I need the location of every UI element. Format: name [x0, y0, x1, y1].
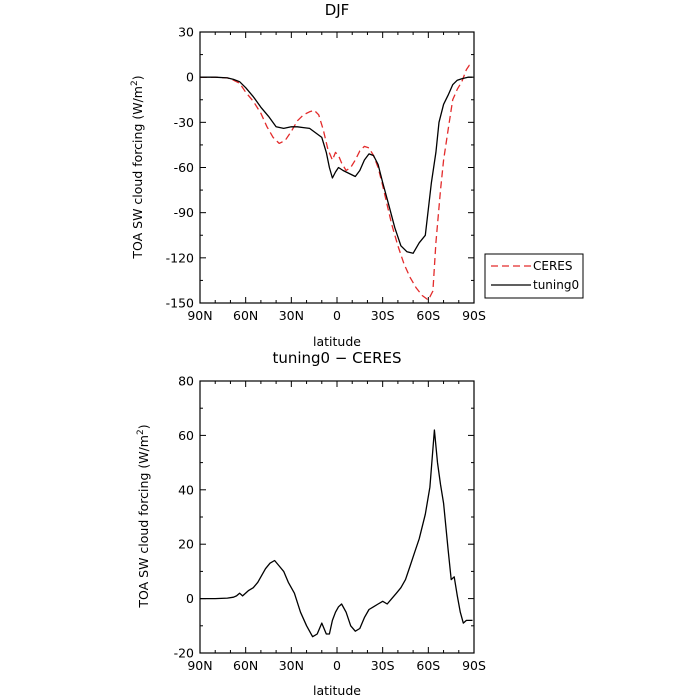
top-ytick-label: 30 [178, 25, 194, 40]
bottom-xtick-label: 90S [462, 658, 486, 673]
legend-label-ceres: CERES [533, 259, 573, 273]
legend-label-tuning0: tuning0 [533, 278, 579, 292]
top-chart-ylabel-close: ) [130, 75, 145, 80]
top-ytick-label: -30 [174, 115, 194, 130]
bottom-ytick-label: 40 [178, 482, 194, 497]
top-chart-ylabel: TOA SW cloud forcing (W/m2) [130, 75, 145, 259]
top-xtick-label: 30N [279, 308, 304, 323]
top-xtick-label: 0 [333, 308, 341, 323]
bottom-chart-ylabel-sup: 2 [136, 429, 146, 435]
top-ytick-label: 0 [186, 70, 194, 85]
top-xtick-label: 30S [371, 308, 395, 323]
top-ytick-label: -150 [166, 296, 194, 311]
bottom-ytick-label: 60 [178, 428, 194, 443]
bottom-series-difference-line [200, 429, 473, 638]
bottom-chart-panel: tuning0 − CERES 90N 60N 30N 0 30S 60S 90S 80 60 4… [136, 349, 486, 698]
top-chart-title: DJF [325, 1, 350, 19]
top-series-tuning0-line [200, 76, 473, 254]
bottom-chart-frame [199, 380, 475, 654]
bottom-chart-xlabel: latitude [313, 683, 361, 698]
top-series-ceres-line [200, 64, 473, 301]
top-chart-legend: CERES tuning0 [484, 253, 584, 299]
bottom-chart-ylabel: TOA SW cloud forcing (W/m2) [136, 424, 151, 608]
bottom-ytick-label: 20 [178, 537, 194, 552]
bottom-xtick-label: 60N [233, 658, 258, 673]
bottom-chart-ylabel-close: ) [136, 424, 151, 429]
bottom-xtick-label: 0 [333, 658, 341, 673]
top-chart-ylabel-sup: 2 [130, 80, 140, 86]
legend-box [484, 253, 584, 299]
top-ytick-label: -120 [166, 250, 194, 265]
bottom-xtick-label: 60S [416, 658, 440, 673]
bottom-chart-plot-area: 90N 60N 30N 0 30S 60S 90S 80 60 40 20 0 -20 [174, 374, 486, 674]
top-xtick-label: 60S [416, 308, 440, 323]
top-ytick-label: -60 [174, 160, 194, 175]
top-ytick-label: -90 [174, 205, 194, 220]
top-chart-frame [199, 31, 475, 304]
top-xtick-label: 60N [233, 308, 258, 323]
top-chart-plot-area: 90N 60N 30N 0 30S 60S 90S 30 0 -30 -60 -90 -120 -150 [166, 25, 486, 324]
bottom-chart-title: tuning0 − CERES [272, 349, 401, 367]
top-chart-panel: DJF 90N 60N 30N 0 30S 60S 90S 30 0 -30 -60 -90 -120 -… [130, 1, 486, 349]
bottom-xtick-label: 30S [371, 658, 395, 673]
top-chart-ylabel-main: TOA SW cloud forcing (W/m [130, 86, 145, 260]
bottom-chart-ylabel-main: TOA SW cloud forcing (W/m [136, 435, 151, 609]
bottom-xtick-label: 90N [187, 658, 212, 673]
top-xtick-label: 90S [462, 308, 486, 323]
bottom-ytick-label: 80 [178, 374, 194, 389]
bottom-ytick-label: 0 [186, 591, 194, 606]
bottom-xtick-label: 30N [279, 658, 304, 673]
bottom-ytick-label: -20 [174, 646, 194, 661]
top-xtick-label: 90N [187, 308, 212, 323]
top-chart-xlabel: latitude [313, 334, 361, 349]
